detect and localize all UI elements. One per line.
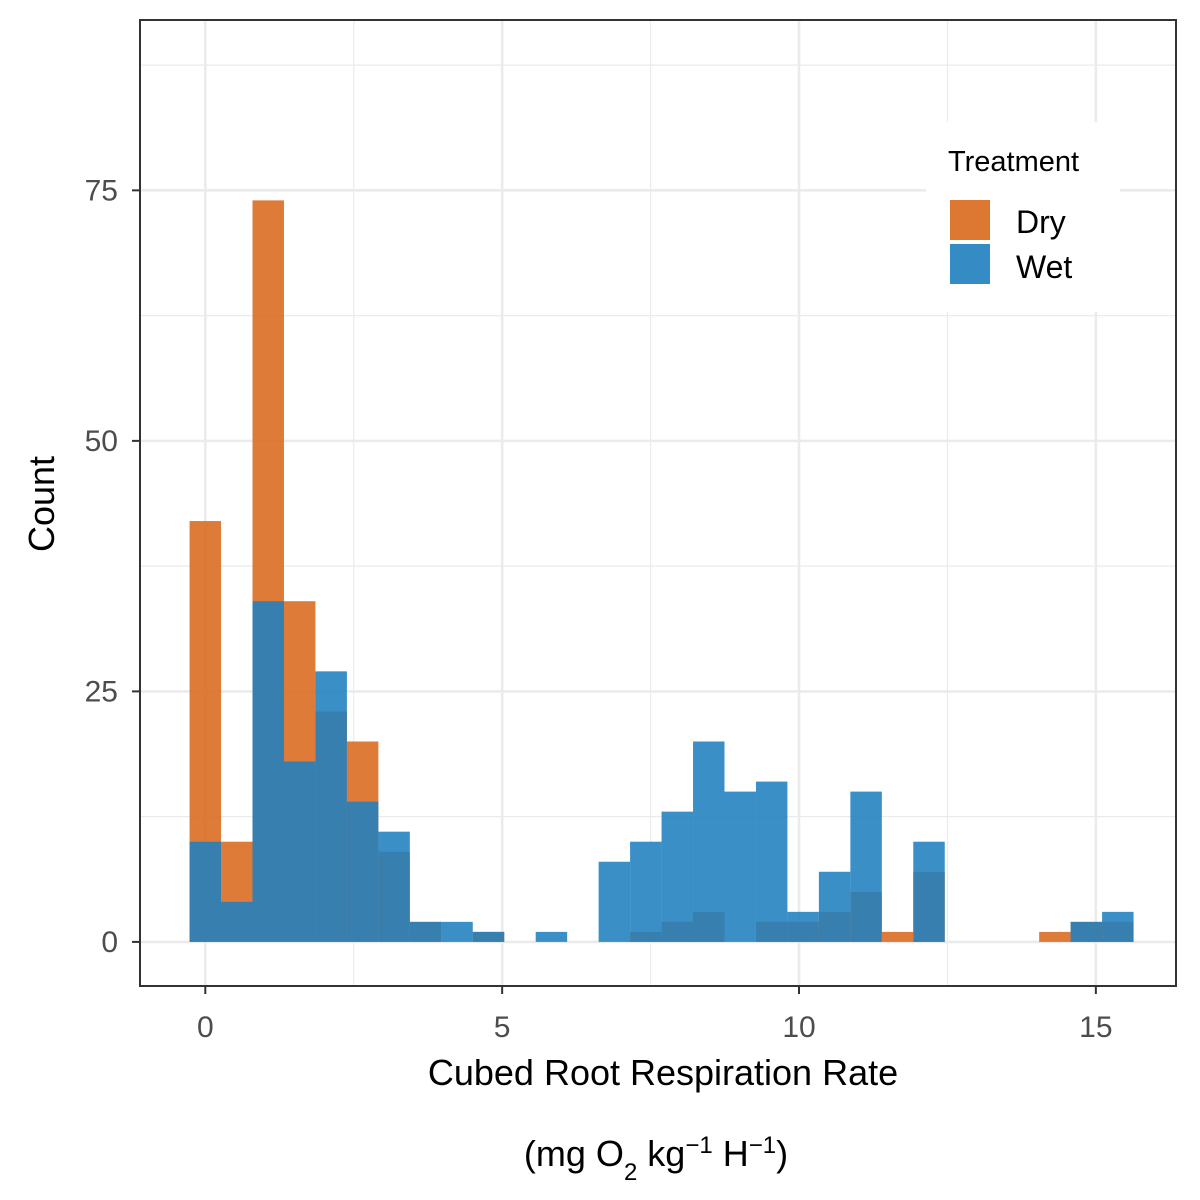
bar-wet bbox=[850, 791, 882, 942]
bar-wet bbox=[787, 911, 819, 942]
bar-wet bbox=[818, 871, 851, 942]
units-h-superscript: −1 bbox=[749, 1132, 776, 1159]
legend-swatch-wet bbox=[950, 244, 990, 284]
x-tick-label: 10 bbox=[782, 1011, 815, 1044]
bar-wet bbox=[724, 791, 756, 942]
bar-wet bbox=[189, 841, 222, 942]
histogram-bars bbox=[189, 200, 1134, 942]
bar-wet bbox=[755, 781, 788, 942]
bar-wet bbox=[598, 861, 631, 942]
legend-swatch-dry bbox=[950, 200, 990, 240]
bar-dry bbox=[1039, 931, 1071, 942]
x-tick-label: 0 bbox=[197, 1011, 214, 1044]
bar-wet bbox=[630, 841, 662, 942]
axis-ticks: 0 5 10 15 0 25 50 75 bbox=[85, 174, 1113, 1044]
bar-wet bbox=[283, 761, 316, 942]
units-kg: kg bbox=[637, 1133, 685, 1174]
y-tick-label: 50 bbox=[85, 425, 118, 458]
y-tick-label: 75 bbox=[85, 174, 118, 207]
legend: Treatment Dry Wet bbox=[926, 122, 1120, 312]
bar-wet bbox=[252, 601, 284, 942]
y-tick-label: 0 bbox=[101, 926, 118, 959]
y-tick-label: 25 bbox=[85, 675, 118, 708]
bar-dry bbox=[881, 931, 914, 942]
bar-wet bbox=[409, 921, 442, 942]
bar-wet bbox=[378, 831, 410, 942]
legend-label-wet: Wet bbox=[1016, 249, 1072, 285]
bar-wet bbox=[1102, 911, 1134, 942]
bar-wet bbox=[441, 921, 473, 942]
bar-wet bbox=[1070, 921, 1103, 942]
x-tick-label: 5 bbox=[494, 1011, 511, 1044]
bar-wet bbox=[315, 671, 347, 942]
bar-wet bbox=[472, 931, 505, 942]
bar-wet bbox=[661, 811, 694, 942]
x-tick-label: 15 bbox=[1079, 1011, 1112, 1044]
units-h: H bbox=[713, 1133, 749, 1174]
units-open: (mg O bbox=[524, 1133, 624, 1174]
units-close: ) bbox=[776, 1133, 788, 1174]
y-axis-title: Count bbox=[21, 456, 62, 552]
legend-label-dry: Dry bbox=[1016, 204, 1066, 240]
bar-wet bbox=[913, 841, 945, 942]
units-kg-superscript: −1 bbox=[685, 1132, 712, 1159]
bar-wet bbox=[535, 931, 568, 942]
bar-wet bbox=[693, 741, 725, 942]
plot-panel-border bbox=[139, 19, 1177, 987]
bar-wet bbox=[221, 901, 253, 942]
legend-title: Treatment bbox=[948, 146, 1079, 178]
units-o2-subscript: 2 bbox=[624, 1159, 637, 1186]
x-axis-title: Cubed Root Respiration Rate bbox=[428, 1052, 898, 1093]
x-axis-units: (mg O2 kg−1 H−1) bbox=[524, 1132, 788, 1186]
bar-wet bbox=[346, 801, 379, 942]
